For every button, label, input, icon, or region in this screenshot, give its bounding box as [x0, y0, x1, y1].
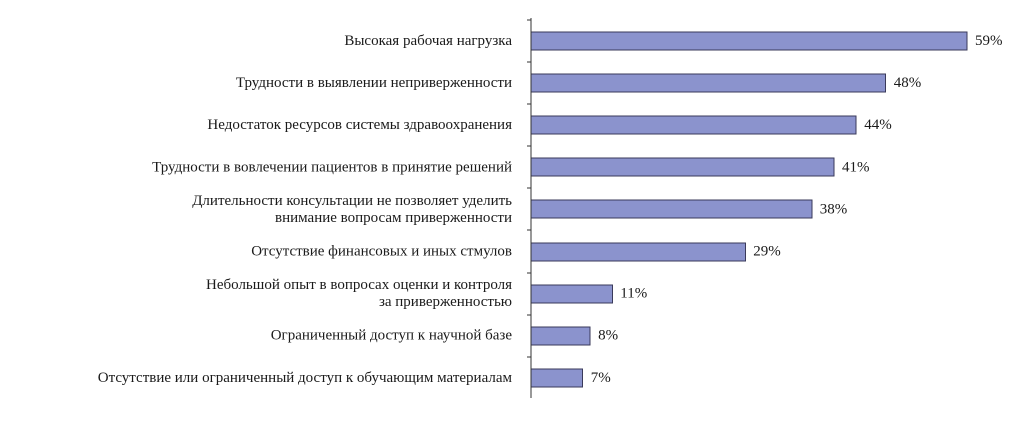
bar — [530, 31, 968, 51]
category-label-line: за приверженностью — [379, 294, 512, 310]
category-label: Небольшой опыт в вопросах оценки и контр… — [206, 277, 512, 310]
bar — [530, 326, 591, 346]
category-label-line: Недостаток ресурсов системы здравоохране… — [207, 117, 512, 133]
bar — [530, 73, 887, 93]
bar — [530, 368, 584, 388]
data-label: 29% — [753, 244, 781, 260]
category-label-line: Ограниченный доступ к научной базе — [271, 328, 513, 344]
category-label: Высокая рабочая нагрузка — [344, 33, 512, 49]
category-label-line: Отсутствие финансовых и иных стмулов — [251, 244, 512, 260]
bar — [530, 115, 857, 135]
bar — [530, 199, 813, 219]
data-label: 59% — [975, 33, 1003, 49]
category-label: Трудности в выявлении неприверженности — [236, 75, 512, 91]
category-label: Трудности в вовлечении пациентов в приня… — [152, 159, 512, 175]
category-label-line: Высокая рабочая нагрузка — [344, 33, 512, 49]
axis-layer — [527, 18, 532, 398]
data-label: 44% — [864, 117, 892, 133]
category-label: Отсутствие финансовых и иных стмулов — [251, 244, 512, 260]
bar — [530, 157, 835, 177]
category-label-line: Отсутствие или ограниченный доступ к обу… — [98, 370, 513, 386]
category-label: Ограниченный доступ к научной базе — [271, 328, 513, 344]
category-label-line: Трудности в выявлении неприверженности — [236, 75, 512, 91]
category-label-line: Трудности в вовлечении пациентов в приня… — [152, 159, 512, 175]
category-label-line: Небольшой опыт в вопросах оценки и контр… — [206, 277, 512, 293]
data-label: 38% — [820, 201, 848, 217]
data-label: 7% — [591, 370, 611, 386]
category-label: Длительности консультации не позволяет у… — [192, 193, 512, 226]
category-label: Недостаток ресурсов системы здравоохране… — [207, 117, 512, 133]
category-label: Отсутствие или ограниченный доступ к обу… — [98, 370, 513, 386]
category-label-line: Длительности консультации не позволяет у… — [192, 193, 512, 209]
data-label: 8% — [598, 328, 618, 344]
category-label-line: внимание вопросам приверженности — [275, 210, 512, 226]
bar — [530, 284, 613, 304]
labels-layer: 59% Высокая рабочая нагрузка 48% Трудности … — [98, 33, 1003, 386]
data-label: 48% — [894, 75, 922, 91]
bar — [530, 242, 746, 262]
data-label: 41% — [842, 159, 870, 175]
data-label: 11% — [620, 286, 647, 302]
